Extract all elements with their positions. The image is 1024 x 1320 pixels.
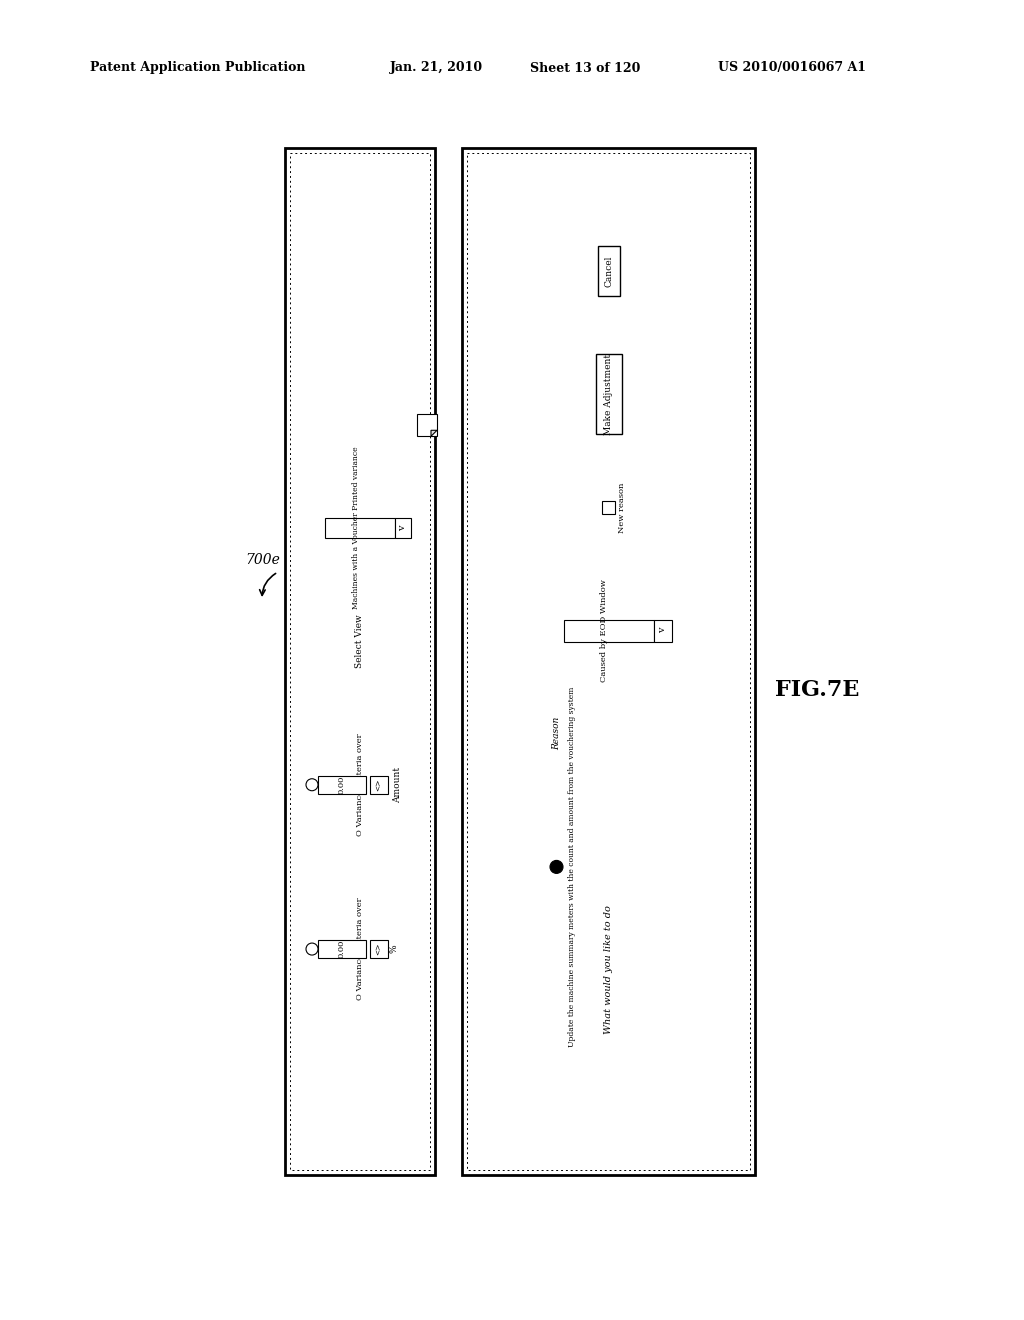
Text: Patent Application Publication: Patent Application Publication xyxy=(90,62,305,74)
Circle shape xyxy=(306,779,318,791)
Text: Caused by EOD Window: Caused by EOD Window xyxy=(599,579,607,682)
Text: Sheet 13 of 120: Sheet 13 of 120 xyxy=(530,62,640,74)
Text: 0.00: 0.00 xyxy=(338,940,346,958)
Bar xyxy=(653,619,672,642)
Text: Select View: Select View xyxy=(355,614,365,668)
Text: Machines with a Voucher Printed variance: Machines with a Voucher Printed variance xyxy=(352,446,360,610)
Text: FIG.7E: FIG.7E xyxy=(775,678,859,701)
Text: %: % xyxy=(389,945,398,953)
Bar xyxy=(318,940,366,958)
Bar xyxy=(602,502,615,513)
Circle shape xyxy=(550,861,563,874)
Text: v: v xyxy=(658,628,667,634)
Bar xyxy=(597,247,620,296)
Text: 0.00: 0.00 xyxy=(338,776,346,793)
Circle shape xyxy=(306,942,318,956)
Text: Make Adjustment: Make Adjustment xyxy=(604,354,613,436)
Text: What would you like to do: What would you like to do xyxy=(604,906,613,1034)
Bar xyxy=(395,517,411,539)
Bar xyxy=(370,940,388,958)
Bar xyxy=(370,776,388,793)
Text: Amount: Amount xyxy=(393,767,402,803)
Text: v: v xyxy=(398,525,408,531)
Text: O Variance Criteria over: O Variance Criteria over xyxy=(356,734,364,836)
Text: <>: <> xyxy=(375,942,383,956)
Bar xyxy=(462,148,755,1175)
Text: Reason: Reason xyxy=(552,717,561,750)
Bar xyxy=(325,517,395,539)
Text: 700e: 700e xyxy=(245,553,280,568)
Polygon shape xyxy=(431,430,437,437)
Bar xyxy=(290,153,430,1170)
Text: Update the machine summary meters with the count and amount from the vouchering : Update the machine summary meters with t… xyxy=(568,686,577,1047)
Text: US 2010/0016067 A1: US 2010/0016067 A1 xyxy=(718,62,866,74)
Bar xyxy=(318,776,366,793)
Text: O Variance Criteria over: O Variance Criteria over xyxy=(356,898,364,1001)
Text: New reason: New reason xyxy=(618,482,627,533)
Bar xyxy=(467,153,750,1170)
Bar xyxy=(596,355,622,434)
Text: Jan. 21, 2010: Jan. 21, 2010 xyxy=(390,62,483,74)
Bar xyxy=(285,148,435,1175)
Bar xyxy=(417,414,437,437)
Text: Cancel: Cancel xyxy=(604,256,613,286)
Text: <>: <> xyxy=(375,779,383,791)
Bar xyxy=(563,619,653,642)
